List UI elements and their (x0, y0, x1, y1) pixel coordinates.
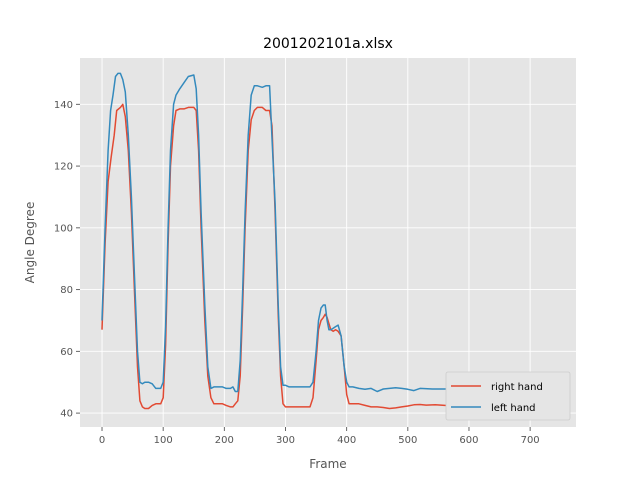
legend-box (445, 371, 571, 421)
y-tick-label: 60 (60, 347, 73, 358)
series-lines (101, 72, 531, 410)
y-tick-label: 140 (54, 100, 73, 111)
x-tick-label: 500 (398, 435, 417, 446)
y-axis-label: Angle Degree (23, 202, 37, 284)
x-tick-label: 100 (154, 435, 173, 446)
y-tick-label: 120 (54, 162, 73, 173)
legend-label-left-hand: left hand (491, 403, 536, 414)
x-tick-label: 300 (276, 435, 295, 446)
x-tick-label: 400 (337, 435, 356, 446)
y-tick-label: 100 (54, 223, 73, 234)
plot-area (80, 58, 576, 427)
y-tick-label: 80 (60, 285, 73, 296)
x-tick-label: 700 (521, 435, 540, 446)
series-line-left-hand (101, 72, 531, 393)
x-axis-label: Frame (309, 457, 346, 471)
legend-label-right-hand: right hand (491, 382, 543, 393)
axis-ticks: 0 100 200 300 400 500 600 700 40 60 80 100 120 140 (54, 100, 540, 446)
y-tick-label: 40 (60, 409, 73, 420)
grid (80, 58, 576, 427)
x-tick-label: 200 (215, 435, 234, 446)
chart-title: 2001202101a.xlsx (263, 36, 393, 52)
x-tick-label: 600 (459, 435, 478, 446)
x-tick-label: 0 (99, 435, 105, 446)
legend: right hand left hand (445, 371, 571, 421)
series-line-right-hand (101, 103, 531, 410)
